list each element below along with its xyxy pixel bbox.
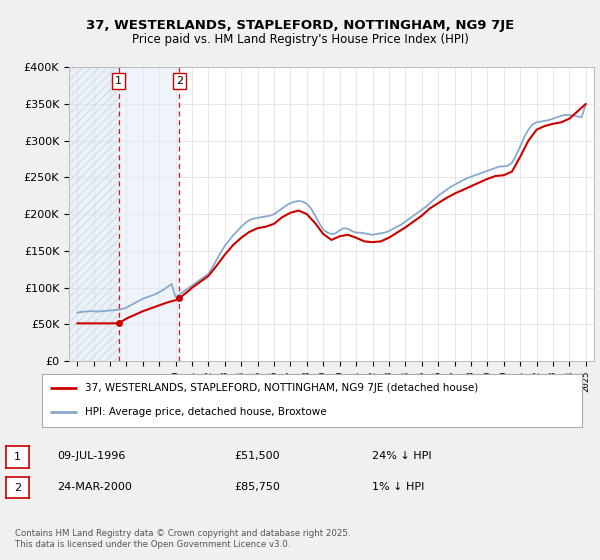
Text: HPI: Average price, detached house, Broxtowe: HPI: Average price, detached house, Brox… <box>85 407 327 417</box>
Text: 09-JUL-1996: 09-JUL-1996 <box>57 451 125 461</box>
Text: 2: 2 <box>14 483 21 493</box>
Text: 1: 1 <box>14 452 21 462</box>
Text: 24% ↓ HPI: 24% ↓ HPI <box>372 451 431 461</box>
Text: £85,750: £85,750 <box>234 482 280 492</box>
Text: Contains HM Land Registry data © Crown copyright and database right 2025.
This d: Contains HM Land Registry data © Crown c… <box>15 529 350 549</box>
Text: 1: 1 <box>115 76 122 86</box>
Text: 37, WESTERLANDS, STAPLEFORD, NOTTINGHAM, NG9 7JE: 37, WESTERLANDS, STAPLEFORD, NOTTINGHAM,… <box>86 18 514 32</box>
Text: 1% ↓ HPI: 1% ↓ HPI <box>372 482 424 492</box>
Text: Price paid vs. HM Land Registry's House Price Index (HPI): Price paid vs. HM Land Registry's House … <box>131 32 469 46</box>
Text: 2: 2 <box>176 76 183 86</box>
Bar <box>69 67 119 361</box>
Bar <box>119 67 179 361</box>
Text: £51,500: £51,500 <box>234 451 280 461</box>
Text: 24-MAR-2000: 24-MAR-2000 <box>57 482 132 492</box>
Text: 37, WESTERLANDS, STAPLEFORD, NOTTINGHAM, NG9 7JE (detached house): 37, WESTERLANDS, STAPLEFORD, NOTTINGHAM,… <box>85 383 478 393</box>
